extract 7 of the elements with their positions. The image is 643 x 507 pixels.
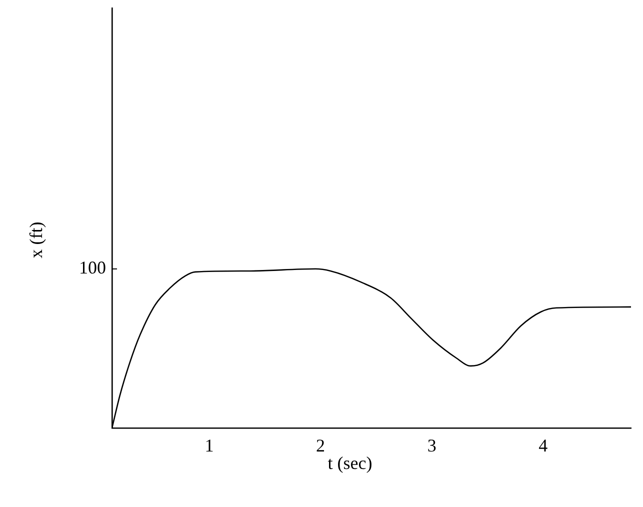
- text: 100: [79, 258, 106, 278]
- x-tick-label: 3: [427, 436, 436, 456]
- x-axis-title: t (sec): [328, 453, 372, 473]
- y-axis-title: x (ft): [26, 220, 46, 260]
- x-tick-label: 2: [316, 436, 326, 456]
- x-tick-label: 1: [204, 436, 214, 456]
- x-tick-label: 4: [538, 436, 548, 456]
